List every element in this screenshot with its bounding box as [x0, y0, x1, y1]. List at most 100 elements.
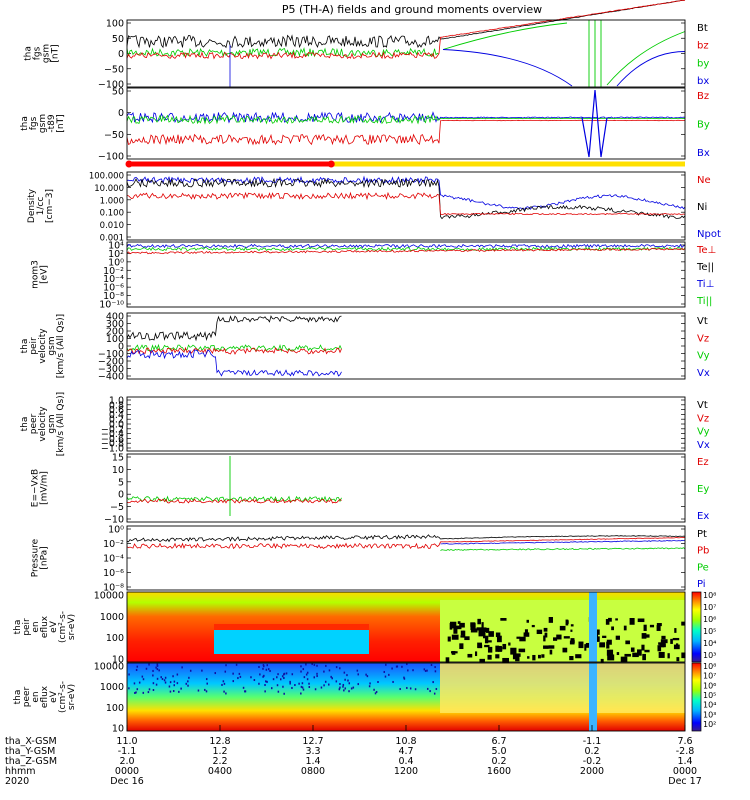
y-axis-label-line: tha	[13, 620, 23, 635]
spectrogram-void	[575, 654, 582, 659]
series-Ti	[126, 243, 686, 249]
spectrogram-void	[486, 627, 490, 633]
y-axis-label-line: [eV]	[40, 265, 50, 284]
legend-Pb: Pb	[697, 546, 709, 557]
panel-frame	[126, 396, 686, 452]
x-row-value: 1600	[487, 766, 511, 777]
spectrogram-speck	[242, 686, 245, 689]
spectrogram-speck	[291, 686, 293, 689]
y-tick-label: 50	[112, 87, 124, 98]
spectrogram-void	[496, 635, 502, 643]
spectrogram-void	[607, 654, 615, 661]
spectrogram-stripe	[589, 592, 597, 662]
x-row-value: 1.4	[677, 756, 692, 767]
legend-Pe: Pe	[697, 562, 709, 573]
spectrogram-void	[642, 653, 646, 661]
spectrogram-speck	[285, 672, 288, 675]
spectrogram-speck	[433, 692, 436, 695]
y-axis-label-line: tha	[13, 690, 23, 705]
spectrogram-void	[661, 635, 666, 640]
spectrogram-speck	[155, 683, 158, 686]
spectrogram-void	[608, 617, 612, 622]
spectrogram-speck	[187, 684, 189, 687]
y-axis-label-line: [nT]	[56, 114, 66, 132]
series-Ez	[126, 498, 342, 504]
y-axis-label-line: 1/cc	[36, 197, 46, 216]
series-Bt	[126, 0, 686, 49]
legend-Vz: Vz	[697, 333, 709, 344]
spectrogram-void	[584, 644, 587, 651]
spectrogram-speck	[339, 686, 341, 689]
spectrogram-speck	[158, 669, 160, 672]
spectrogram-speck	[155, 666, 157, 669]
spectrogram-void	[476, 627, 482, 631]
spectrogram-speck	[366, 675, 369, 678]
spectrogram-void	[510, 647, 517, 655]
spectrogram-speck	[406, 663, 408, 666]
spectrogram-void	[670, 638, 673, 644]
x-row-value: 0.2	[491, 756, 506, 767]
y-axis-label-line: E=−VxB	[31, 469, 41, 507]
spectrogram-speck	[176, 673, 179, 676]
spectrogram-speck	[169, 681, 172, 684]
spectrogram-void	[616, 652, 620, 656]
colorbar-tick: 10⁷	[703, 603, 716, 612]
spectrogram-speck	[414, 688, 417, 691]
spectrogram-speck	[214, 672, 217, 675]
x-row-value: 0.4	[398, 756, 413, 767]
spectrogram-void	[527, 656, 530, 659]
spectrogram-speck	[302, 688, 305, 691]
spectrogram-speck	[306, 678, 309, 681]
x-row-value: 12.7	[302, 736, 323, 747]
spectrogram-void	[623, 625, 627, 631]
spectrogram-void	[462, 630, 466, 638]
spectrogram-speck	[434, 666, 436, 669]
spectrogram-region	[440, 663, 685, 713]
spectrogram-void	[518, 648, 526, 653]
spectrogram-speck	[147, 691, 150, 694]
y-axis-label-line: (cm²-s-	[58, 611, 68, 643]
spectrogram-speck	[263, 665, 265, 668]
series-Ne	[126, 191, 686, 216]
spectrogram-speck	[136, 688, 139, 691]
spectrogram-void	[488, 631, 494, 637]
spectrogram-speck	[346, 674, 348, 677]
spectrogram-speck	[357, 673, 359, 676]
panel-frame	[126, 87, 686, 160]
y-tick-label: −50	[104, 64, 124, 75]
x-row-value: 1200	[394, 766, 418, 777]
spectrogram-speck	[204, 688, 206, 691]
y-tick-label: −200	[98, 357, 124, 368]
spectrogram-speck	[205, 690, 208, 693]
spectrogram-speck	[324, 680, 327, 683]
y-tick-label: 5	[118, 477, 124, 488]
spectrogram-speck	[272, 678, 275, 681]
spectrogram-void	[449, 623, 453, 630]
spectrogram-speck	[320, 686, 323, 689]
spectrogram-void	[500, 617, 507, 621]
spectrogram-speck	[265, 668, 268, 671]
y-tick-label: 10⁻⁸	[103, 583, 124, 594]
y-axis-label-line: mom3	[31, 260, 41, 289]
y-tick-label: 10000	[94, 662, 124, 673]
spectrogram-speck	[423, 668, 426, 671]
spectrogram-speck	[152, 669, 154, 672]
spectrogram-speck	[160, 676, 162, 679]
spectrogram-speck	[235, 663, 238, 666]
y-tick-label: −100	[98, 349, 124, 360]
spectrogram-speck	[283, 677, 285, 680]
spectrogram-void	[675, 643, 679, 647]
spectrogram-speck	[352, 686, 355, 689]
spectrogram-void	[467, 653, 473, 658]
x-row-value: Dec 17	[668, 776, 702, 787]
spectrogram-void	[479, 658, 485, 663]
legend-Vt: Vt	[697, 316, 708, 327]
panel-peer-vel: 1.00.80.60.40.20.0−0.2−0.4−0.6−0.8−1.0 th…	[20, 392, 710, 456]
legend-Ti⊥: Ti⊥	[696, 279, 714, 290]
y-tick-label: 10⁰	[108, 525, 124, 536]
y-tick-label: 400	[106, 312, 124, 323]
y-tick-label: 0.100	[100, 209, 124, 219]
legend-Npot: Npot	[697, 229, 721, 240]
spectrogram-void	[541, 654, 545, 658]
